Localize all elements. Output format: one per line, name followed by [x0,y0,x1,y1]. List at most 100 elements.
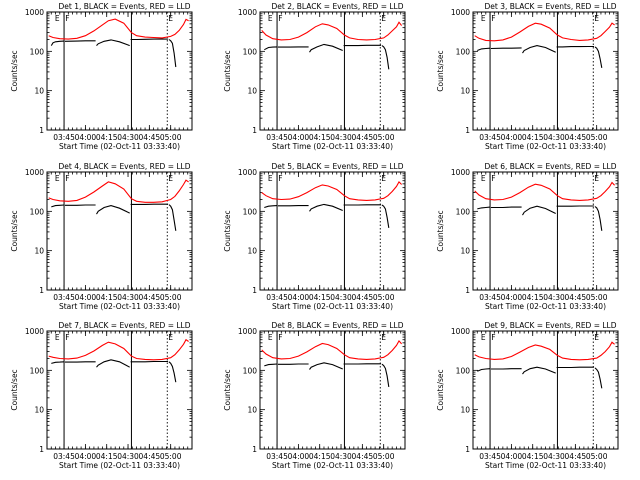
x-axis-label: Start Time (02-Oct-11 03:33:40) [272,302,393,311]
events-series-line [50,40,65,46]
panel-title: Det 3, BLACK = Events, RED = LLD [484,2,616,11]
events-series-line [264,205,278,209]
marker-label: E [594,174,599,183]
x-tick-label: 04:45 [139,133,161,142]
lld-series-line [48,179,189,203]
y-axis-label: Counts/sec [223,210,232,251]
x-tick-label: 04:00 [75,293,97,302]
marker-label: E [481,14,486,23]
y-axis-label: Counts/sec [10,50,19,91]
marker-label: F [278,333,282,342]
x-tick-label: 04:15 [309,293,331,302]
panel-title: Det 5, BLACK = Events, RED = LLD [271,162,403,171]
y-tick-label: 10 [247,87,257,96]
events-series-line [594,367,603,389]
panel-title: Det 4, BLACK = Events, RED = LLD [58,162,190,171]
x-tick-label: 04:30 [543,133,565,142]
x-tick-label: 04:15 [96,133,118,142]
y-tick-label: 1 [39,445,44,454]
panel-title: Det 7, BLACK = Events, RED = LLD [58,321,190,330]
events-series-line [264,363,278,367]
panel-det-3: Det 3, BLACK = Events, RED = LLD 1 10 100 10… [436,2,619,151]
y-tick-label: 1000 [25,8,44,17]
y-tick-label: 10 [247,247,257,256]
marker-label: F [491,174,495,183]
x-tick-label: 04:30 [330,133,352,142]
x-tick-label: 04:45 [565,293,587,302]
x-tick-label: 03:45 [266,133,288,142]
marker-label: E [55,14,60,23]
marker-label: E [381,333,386,342]
panel-title: Det 6, BLACK = Events, RED = LLD [484,162,616,171]
events-series-line [309,362,343,370]
y-tick-label: 1000 [25,168,44,177]
y-tick-label: 1 [465,126,470,135]
y-axis-label: Counts/sec [223,369,232,410]
panel-det-6: Det 6, BLACK = Events, RED = LLD 1 10 100 10… [436,162,619,311]
x-tick-label: 04:30 [543,452,565,461]
panel-det-5: Det 5, BLACK = Events, RED = LLD 1 10 100 10… [223,162,406,311]
x-tick-label: 03:45 [53,293,75,302]
events-series-line [51,361,65,364]
events-series-line [96,359,130,368]
y-tick-label: 1000 [451,168,470,177]
marker-label: E [381,174,386,183]
y-tick-label: 100 [30,366,45,375]
lld-series-line [474,22,615,42]
x-tick-label: 03:45 [479,133,501,142]
x-axis-label: Start Time (02-Oct-11 03:33:40) [59,302,180,311]
marker-label: F [278,14,282,23]
marker-label: E [594,14,599,23]
x-axis-label: Start Time (02-Oct-11 03:33:40) [485,461,606,470]
x-tick-label: 03:45 [479,293,501,302]
panel-det-8: Det 8, BLACK = Events, RED = LLD 1 10 100 10… [223,321,406,470]
x-axis-label: Start Time (02-Oct-11 03:33:40) [485,142,606,151]
panel-det-9: Det 9, BLACK = Events, RED = LLD 1 10 100 10… [436,321,619,470]
marker-label: E [594,333,599,342]
y-tick-label: 100 [243,47,258,56]
x-axis-label: Start Time (02-Oct-11 03:33:40) [485,302,606,311]
events-series-line [381,204,390,228]
y-tick-label: 100 [456,207,471,216]
y-tick-label: 10 [34,406,44,415]
x-tick-label: 05:00 [373,133,395,142]
x-tick-label: 04:15 [309,452,331,461]
x-tick-label: 04:00 [501,133,523,142]
y-tick-label: 100 [456,47,471,56]
x-axis-label: Start Time (02-Oct-11 03:33:40) [59,461,180,470]
y-tick-label: 1 [39,286,44,295]
x-axis-label: Start Time (02-Oct-11 03:33:40) [272,461,393,470]
x-tick-label: 03:45 [53,133,75,142]
x-tick-label: 05:00 [586,293,608,302]
y-tick-label: 100 [456,366,471,375]
panel-title: Det 1, BLACK = Events, RED = LLD [58,2,190,11]
x-tick-label: 05:00 [373,452,395,461]
marker-label: E [268,14,273,23]
events-series-line [477,47,491,52]
x-tick-label: 04:15 [96,293,118,302]
marker-label: E [168,333,173,342]
x-tick-label: 04:15 [96,452,118,461]
x-tick-label: 04:45 [139,293,161,302]
x-tick-label: 03:45 [53,452,75,461]
events-series-line [264,46,278,51]
lld-series-line [474,181,616,201]
events-series-line [51,204,65,208]
lld-series-line [261,21,403,41]
lld-series-line [48,338,189,361]
x-tick-label: 04:45 [565,452,587,461]
y-axis-label: Counts/sec [223,50,232,91]
y-tick-label: 1000 [451,327,470,336]
events-series-line [594,206,603,231]
panel-det-4: Det 4, BLACK = Events, RED = LLD 1 10 100 10… [10,162,193,311]
y-tick-label: 10 [460,406,470,415]
panel-det-2: Det 2, BLACK = Events, RED = LLD 1 10 100 10… [223,2,406,151]
x-tick-label: 04:00 [75,133,97,142]
events-series-line [477,368,491,372]
y-tick-label: 100 [30,207,45,216]
x-axis-label: Start Time (02-Oct-11 03:33:40) [59,142,180,151]
x-tick-label: 03:45 [479,452,501,461]
events-series-line [309,43,343,53]
marker-label: F [491,333,495,342]
